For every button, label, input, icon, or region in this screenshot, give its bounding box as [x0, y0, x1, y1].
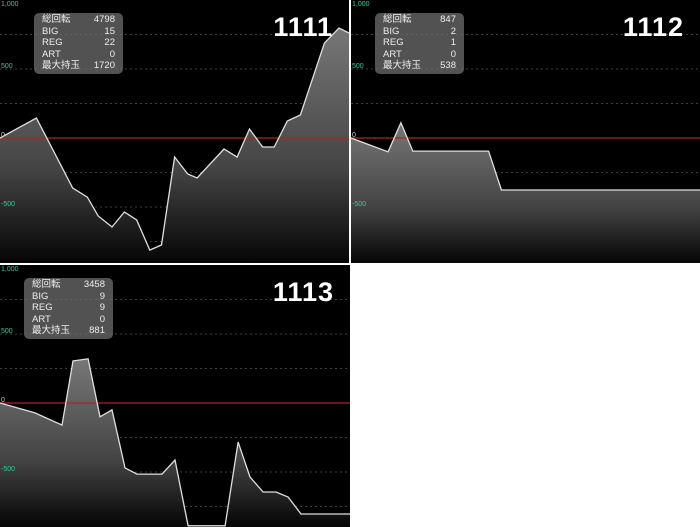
y-tick-label: -500	[352, 201, 367, 208]
stat-value: 0	[109, 48, 115, 60]
stats-box: 総回転 3458 BIG 9 REG 9 ART 0 最大持玉 881	[24, 278, 113, 339]
stat-value: 4798	[93, 14, 115, 25]
series-line	[351, 121, 700, 191]
area-fill	[0, 28, 349, 263]
y-tick-label: 0	[1, 397, 5, 404]
y-tick-label: 1,000	[352, 1, 370, 8]
area-fill	[0, 358, 350, 527]
series-line	[0, 358, 350, 527]
y-tick-label: 1,000	[1, 1, 19, 8]
stat-label: REG	[32, 302, 53, 314]
stat-value: 22	[104, 37, 115, 49]
stat-label: 最大持玉	[32, 325, 71, 337]
stat-label: BIG	[42, 25, 59, 37]
stat-value: 538	[440, 60, 456, 72]
stat-row: 最大持玉 881	[32, 325, 105, 337]
machine-number: 1111	[273, 12, 333, 42]
stat-row: 総回転 4798	[42, 14, 115, 26]
stat-label: 総回転	[42, 14, 71, 25]
stat-label: ART	[42, 48, 61, 60]
stat-row: BIG 9	[32, 291, 105, 303]
stat-row: REG 22	[42, 37, 115, 49]
machine-number: 1112	[622, 12, 684, 42]
series-line	[0, 27, 349, 251]
y-tick-label: 0	[352, 132, 356, 139]
stat-value: 881	[89, 325, 105, 337]
machine-number: 1113	[272, 277, 334, 307]
stat-value: 15	[104, 25, 115, 37]
stat-value: 9	[99, 290, 105, 302]
stat-value: 847	[440, 14, 456, 25]
stat-row: 総回転 3458	[32, 279, 105, 291]
chart-panel-1111: 1,000 500 0 -500 総回転 4798 BIG 15 REG 22 ART 0 最大持玉 17…	[0, 0, 349, 263]
stat-label: ART	[32, 313, 51, 325]
stat-value: 1	[450, 37, 456, 49]
stat-label: BIG	[32, 290, 49, 302]
stat-value: 9	[99, 302, 105, 314]
stat-label: REG	[383, 37, 404, 49]
stat-label: 最大持玉	[383, 60, 422, 72]
stat-row: BIG 15	[42, 26, 115, 38]
y-tick-label: -500	[1, 466, 16, 473]
stat-row: BIG 2	[383, 26, 456, 38]
stats-box: 総回転 847 BIG 2 REG 1 ART 0 最大持玉 538	[375, 13, 464, 74]
stat-row: 最大持玉 1720	[42, 60, 115, 72]
stat-row: REG 9	[32, 302, 105, 314]
chart-panel-1113: 1,000 500 0 -500 総回転 3458 BIG 9 REG 9 ART 0 最大持玉 881 1…	[0, 265, 350, 527]
stat-row: REG 1	[383, 37, 456, 49]
y-tick-label: 1,000	[1, 266, 19, 273]
y-tick-label: 500	[352, 63, 364, 70]
stat-row: ART 0	[383, 49, 456, 61]
stat-label: ART	[383, 48, 402, 60]
stat-label: REG	[42, 37, 63, 49]
stat-value: 0	[450, 48, 456, 60]
stat-label: 最大持玉	[42, 60, 81, 72]
stat-row: 総回転 847	[383, 14, 456, 26]
area-fill	[351, 122, 700, 263]
stats-box: 総回転 4798 BIG 15 REG 22 ART 0 最大持玉 1720	[34, 13, 123, 74]
y-tick-label: -500	[1, 201, 16, 208]
stat-value: 1720	[93, 60, 115, 72]
stat-value: 2	[450, 25, 456, 37]
stat-row: 最大持玉 538	[383, 60, 456, 72]
y-tick-label: 500	[1, 328, 13, 335]
y-tick-label: 0	[1, 132, 5, 139]
stat-row: ART 0	[42, 49, 115, 61]
chart-svg	[351, 34, 700, 263]
stat-value: 0	[99, 313, 105, 325]
chart-svg	[0, 27, 349, 263]
y-tick-label: 500	[1, 63, 13, 70]
stat-value: 3458	[83, 279, 105, 290]
stat-row: ART 0	[32, 314, 105, 326]
chart-svg	[0, 299, 350, 527]
stat-label: 総回転	[32, 279, 61, 290]
chart-panel-1112: 1,000 500 0 -500 総回転 847 BIG 2 REG 1 ART 0 最大持玉 538 11…	[351, 0, 700, 263]
stat-label: BIG	[383, 25, 400, 37]
stat-label: 総回転	[383, 14, 412, 25]
